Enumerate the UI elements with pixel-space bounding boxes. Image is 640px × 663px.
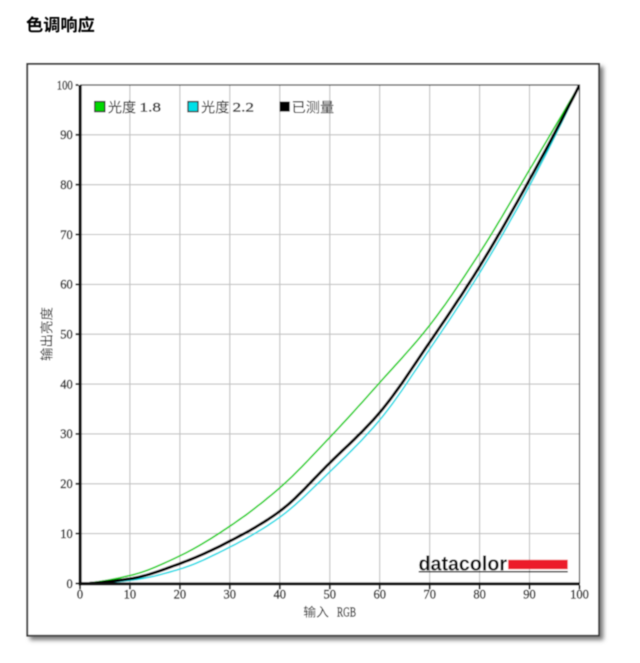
svg-text:20: 20 [60, 477, 73, 491]
svg-text:100: 100 [57, 78, 73, 92]
svg-text:90: 90 [60, 128, 73, 142]
svg-text:20: 20 [174, 588, 187, 602]
svg-text:100: 100 [570, 588, 589, 602]
svg-text:90: 90 [523, 588, 536, 602]
svg-text:10: 10 [60, 527, 73, 541]
svg-text:70: 70 [423, 588, 436, 602]
svg-text:0: 0 [77, 588, 83, 602]
svg-text:40: 40 [60, 377, 73, 391]
svg-text:0: 0 [67, 577, 73, 591]
svg-text:60: 60 [60, 278, 73, 292]
svg-text:30: 30 [60, 427, 73, 441]
svg-text:50: 50 [60, 328, 73, 342]
svg-text:80: 80 [473, 588, 486, 602]
svg-text:40: 40 [274, 588, 287, 602]
svg-text:10: 10 [124, 588, 137, 602]
svg-text:datacolor: datacolor [419, 552, 508, 575]
svg-text:1.8: 1.8 [140, 100, 162, 115]
svg-text:80: 80 [60, 178, 73, 192]
svg-text:RGB: RGB [337, 605, 356, 620]
svg-text:2.2: 2.2 [233, 100, 255, 115]
svg-text:70: 70 [60, 228, 73, 242]
svg-text:60: 60 [373, 588, 386, 602]
svg-text:50: 50 [324, 588, 337, 602]
svg-text:30: 30 [224, 588, 237, 602]
